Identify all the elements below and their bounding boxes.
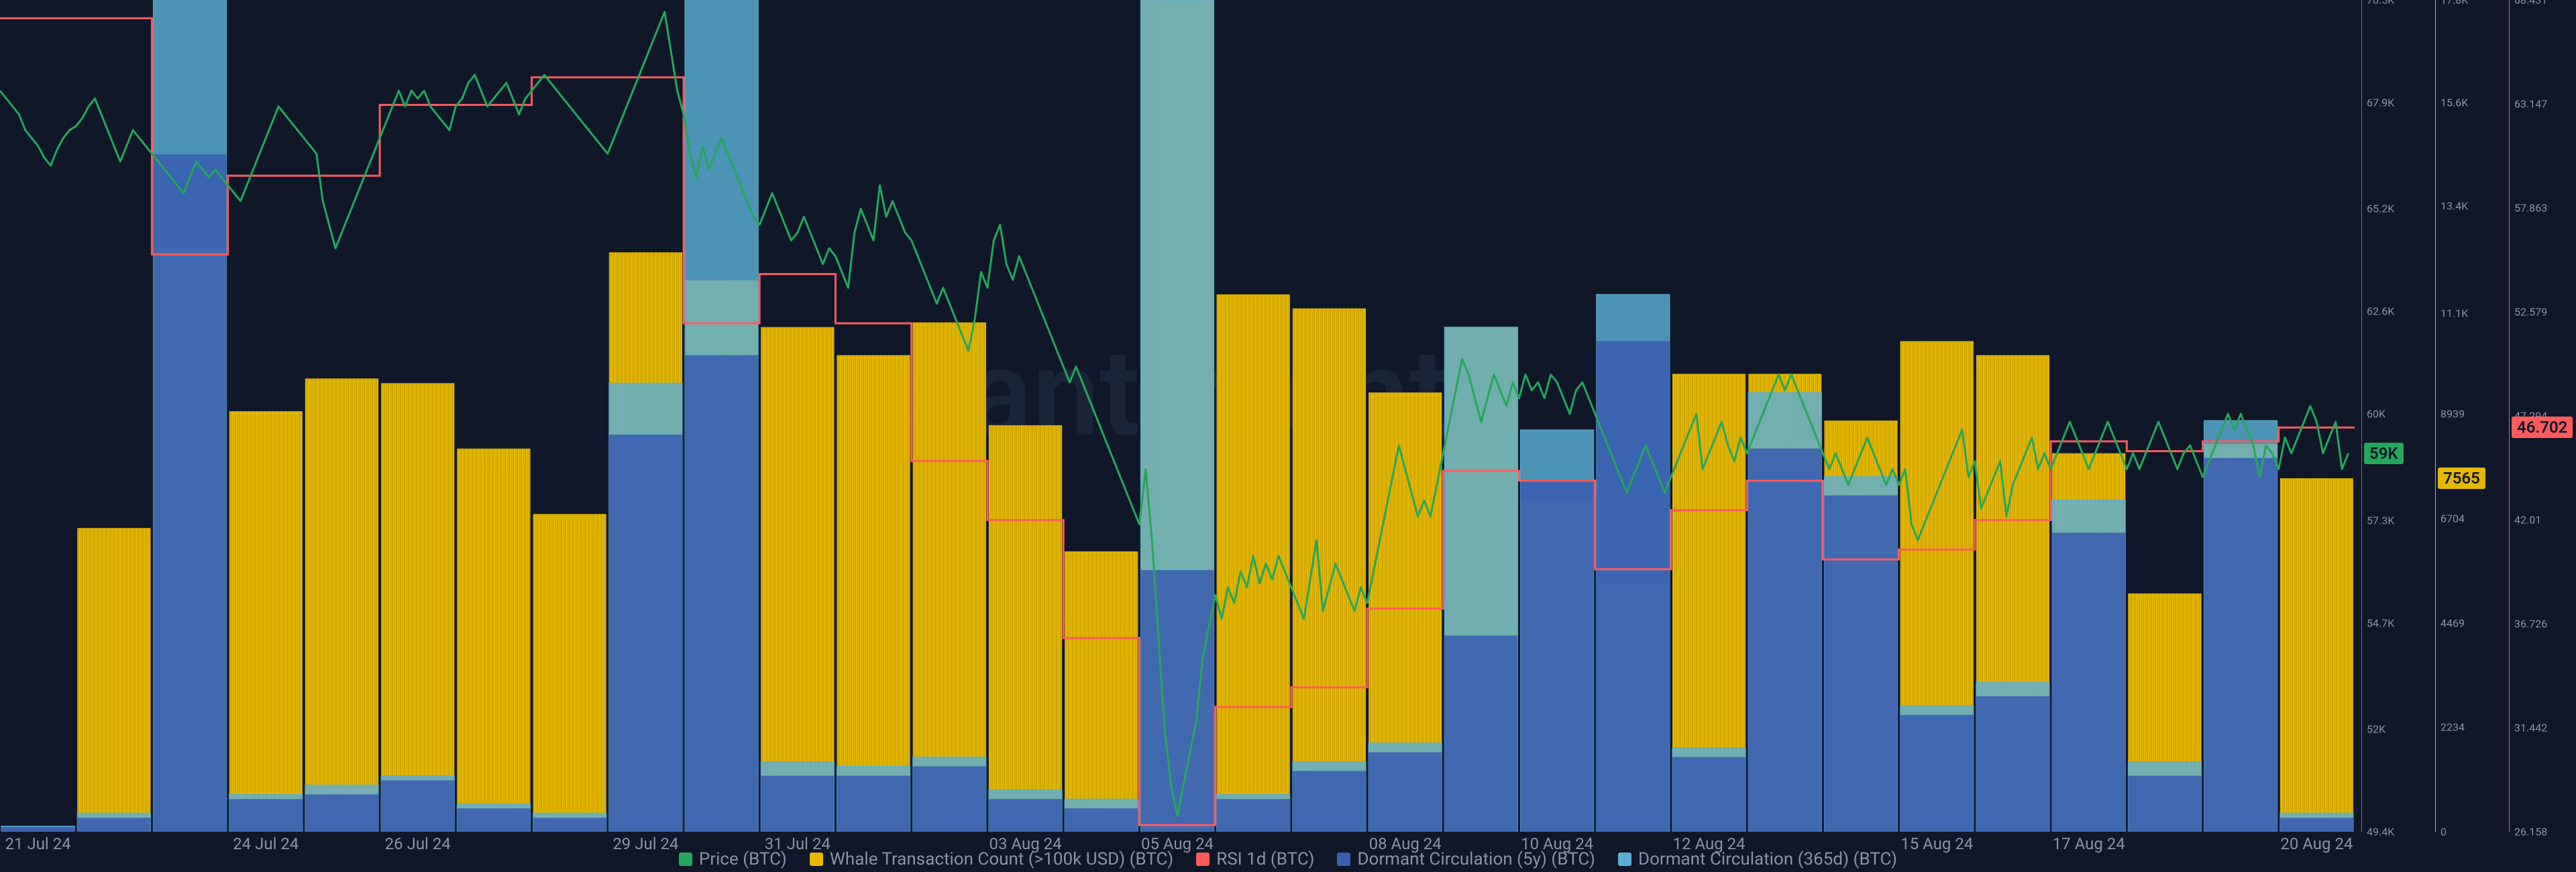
whale-axis-tick: 15.6K (2440, 97, 2468, 109)
whale-axis-tick: 0 (2440, 826, 2447, 838)
legend-label: Whale Transaction Count (>100k USD) (BTC… (830, 849, 1173, 869)
rsi-axis-tick: 26.158 (2514, 826, 2547, 838)
legend-label: Dormant Circulation (5y) (BTC) (1357, 849, 1595, 869)
price-axis-tick: 67.9K (2367, 96, 2394, 109)
legend-item[interactable]: Dormant Circulation (365d) (BTC) (1618, 849, 1897, 869)
whale-value-badge: 7565 (2438, 468, 2485, 489)
whale-axis-tick: 8939 (2440, 408, 2465, 421)
rsi-axis-tick: 31.442 (2514, 722, 2547, 734)
legend-label: Dormant Circulation (365d) (BTC) (1638, 849, 1897, 869)
price-value-badge: 59K (2364, 443, 2404, 464)
legend-swatch (810, 853, 823, 866)
whale-axis-tick: 4469 (2440, 616, 2465, 629)
price-axis-tick: 62.6K (2367, 305, 2394, 318)
legend-label: RSI 1d (BTC) (1216, 849, 1314, 869)
legend-item[interactable]: Whale Transaction Count (>100k USD) (BTC… (810, 849, 1173, 869)
whale-axis-tick: 6704 (2440, 512, 2465, 525)
price-axis-tick: 54.7K (2367, 616, 2394, 629)
rsi-axis-tick: 52.579 (2514, 305, 2547, 318)
whale-axis-tick: 11.1K (2440, 307, 2468, 319)
legend-swatch (1337, 853, 1350, 866)
legend-item[interactable]: RSI 1d (BTC) (1196, 849, 1314, 869)
price-axis-tick: 65.2K (2367, 203, 2394, 215)
price-axis-tick: 52K (2367, 723, 2385, 736)
legend-item[interactable]: Price (BTC) (679, 849, 787, 869)
legend-swatch (1618, 853, 1631, 866)
chart-svg: santiment (0, 0, 2355, 832)
price-axis-tick: 57.3K (2367, 514, 2394, 527)
whale-axis-tick: 13.4K (2440, 199, 2468, 212)
legend: Price (BTC) Whale Transaction Count (>100… (0, 847, 2576, 872)
rsi-axis-tick: 42.01 (2514, 514, 2541, 527)
whale-axis-tick: 17.8K (2440, 0, 2468, 7)
legend-item[interactable]: Dormant Circulation (5y) (BTC) (1337, 849, 1595, 869)
legend-label: Price (BTC) (699, 849, 787, 869)
legend-swatch (1196, 853, 1210, 866)
price-axis-tick: 70.5K (2367, 0, 2394, 7)
price-axis-tick: 49.4K (2367, 826, 2394, 838)
whale-axis-tick: 2234 (2440, 721, 2465, 734)
rsi-axis-tick: 63.147 (2514, 97, 2547, 110)
rsi-axis-tick: 57.863 (2514, 201, 2547, 214)
rsi-value-badge: 46.702 (2512, 417, 2573, 438)
legend-swatch (679, 853, 692, 866)
rsi-axis-tick: 36.726 (2514, 618, 2547, 631)
rsi-axis-tick: 68.431 (2514, 0, 2547, 7)
right-axes: 70.5K67.9K65.2K62.6K60K57.3K54.7K52K49.4… (2355, 0, 2576, 832)
chart-canvas[interactable]: santiment (0, 0, 2355, 832)
price-axis-tick: 60K (2367, 408, 2385, 421)
